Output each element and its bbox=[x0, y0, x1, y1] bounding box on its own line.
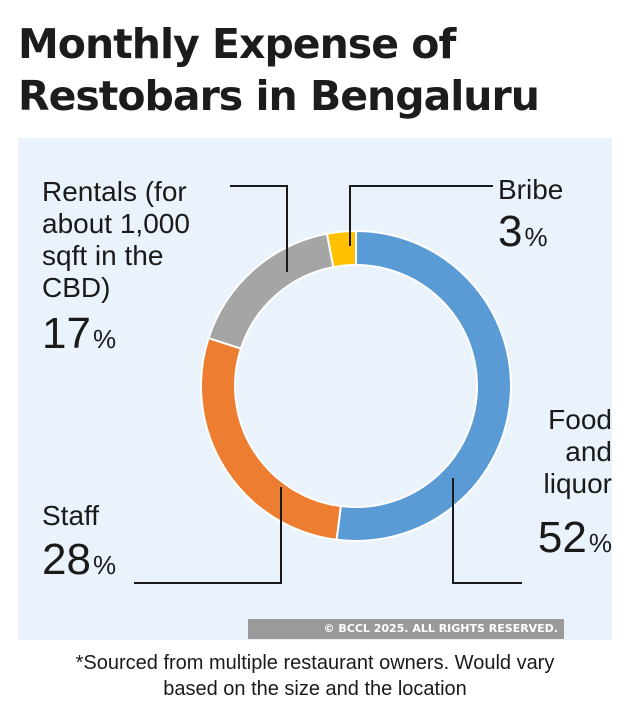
chart-title: Monthly Expense of Restobars in Bengalur… bbox=[18, 18, 618, 122]
bribe-value: 3 bbox=[498, 207, 523, 256]
food-value: 52 bbox=[537, 513, 587, 562]
bribe-name: Bribe bbox=[498, 174, 564, 205]
leader-line-food bbox=[452, 478, 522, 584]
rentals-line-4: CBD) bbox=[42, 272, 111, 303]
food-line-1: Food bbox=[548, 404, 612, 435]
rentals-line-3: sqft in the bbox=[42, 240, 164, 271]
slice-food-liquor bbox=[335, 229, 512, 542]
rentals-line-1: Rentals (for bbox=[42, 176, 187, 207]
label-bribe: Bribe 3% bbox=[498, 174, 563, 261]
food-line-3: liquor bbox=[543, 468, 612, 499]
staff-pct: % bbox=[92, 550, 117, 580]
footnote-line-1: *Sourced from multiple restaurant owners… bbox=[75, 652, 555, 674]
footnote-line-2: based on the size and the location bbox=[163, 678, 467, 700]
rentals-value: 17 bbox=[42, 309, 91, 358]
slice-staff bbox=[200, 336, 342, 541]
leader-line-staff bbox=[134, 487, 282, 584]
leader-line-rentals bbox=[230, 185, 288, 272]
staff-value: 28 bbox=[42, 535, 91, 584]
food-line-2: and bbox=[565, 436, 612, 467]
rentals-line-2: about 1,000 bbox=[42, 208, 190, 239]
title-line-2: Restobars in Bengaluru bbox=[18, 72, 540, 120]
bribe-pct: % bbox=[524, 222, 548, 252]
label-food: Food and liquor 52% bbox=[520, 404, 612, 567]
title-line-1: Monthly Expense of bbox=[18, 20, 456, 68]
rentals-pct: % bbox=[92, 324, 117, 354]
footnote: *Sourced from multiple restaurant owners… bbox=[20, 650, 610, 702]
food-pct: % bbox=[588, 528, 612, 558]
staff-name: Staff bbox=[42, 500, 100, 531]
slice-bribe bbox=[325, 229, 357, 269]
chart-panel bbox=[18, 138, 612, 640]
slice-rentals bbox=[207, 232, 335, 350]
label-rentals: Rentals (for about 1,000 sqft in the CBD… bbox=[42, 176, 190, 363]
leader-line-bribe bbox=[349, 185, 493, 246]
label-staff: Staff 28% bbox=[42, 500, 116, 589]
copyright-notice: © BCCL 2025. ALL RIGHTS RESERVED. bbox=[248, 619, 564, 639]
